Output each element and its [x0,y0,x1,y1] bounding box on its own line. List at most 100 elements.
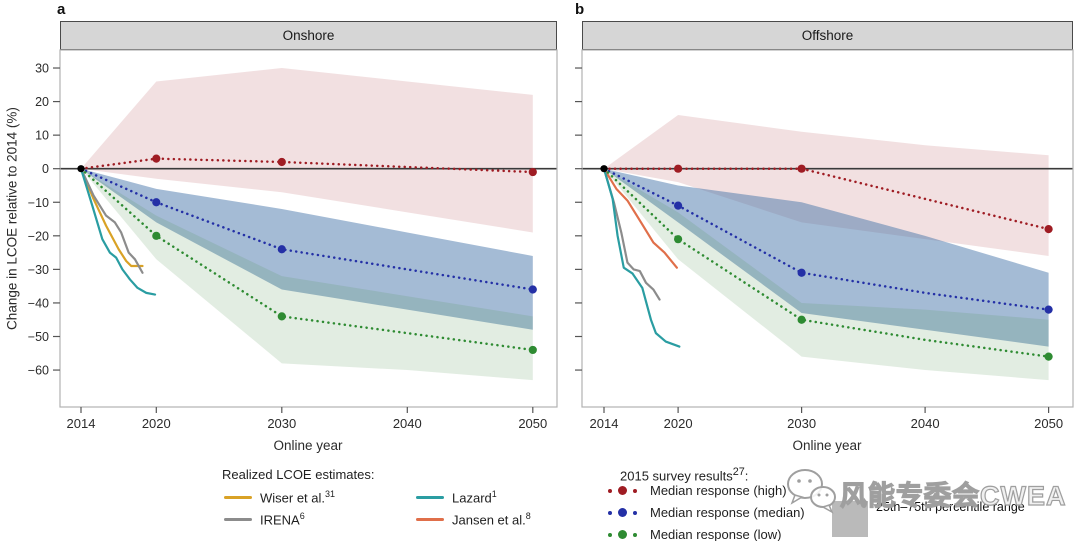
marker-Median response (median)-2020 [152,198,161,207]
x-tick-label: 2040 [911,416,940,431]
marker-Median response (high)-2030 [797,164,806,173]
legend-item-median-high: Median response (high) [602,483,787,498]
legend-label-lazard: Lazard1 [452,489,497,505]
x-axis-title-a: Online year [273,438,343,453]
legend-realized-title: Realized LCOE estimates: [222,467,375,482]
panel-b-title: Offshore [801,28,854,43]
jansen-label-sup: 8 [525,511,531,521]
jansen-line-swatch [416,518,444,521]
median-low-dotted-swatch [602,530,642,539]
marker-Median response (high)-2050 [1044,225,1053,234]
band-Median response (low) [81,168,533,381]
marker-2014-baseline [600,165,608,173]
panel-b-header: Offshore [582,21,1073,50]
wiser-label-sup: 31 [325,489,336,499]
band-Median response (high) [81,68,533,233]
x-axis-title-b: Online year [792,438,862,453]
y-tick-label: −60 [28,364,49,378]
survey-line-Median response (low) [79,167,535,352]
realized-line-Lazard [79,167,157,296]
marker-Median response (high)-2050 [528,167,537,177]
band-Median response (high) [604,115,1049,256]
realized-line-Wiser et al. [79,167,144,268]
marker-Median response (high)-2030 [277,157,286,167]
x-tick-label: 2014 [590,416,619,431]
survey-title-sup: 27 [732,466,745,478]
y-tick-label: −40 [28,296,49,310]
marker-Median response (median)-2050 [1044,305,1053,314]
legend-label-median-median: Median response (median) [650,505,805,520]
y-tick-label: 20 [35,95,49,109]
median-high-dotted-swatch [602,486,642,495]
median-median-dotted-swatch [602,508,642,517]
percentile-range-label: 25th–75th percentile range [876,500,1025,514]
marker-Median response (median)-2030 [797,268,806,277]
x-tick-label: 2040 [393,416,422,431]
x-tick-label: 2030 [267,416,296,431]
legend-label-wiser: Wiser et al.31 [260,489,335,505]
plot-frame [59,49,558,408]
panel-offshore: 2014 2020 2030 2040 2050 [575,49,1074,431]
irena-line-swatch [224,518,252,521]
marker-Median response (high)-2020 [674,164,683,173]
marker-Median response (high)-2020 [152,154,161,163]
plot-frame [581,49,1074,408]
legend-item-wiser: Wiser et al.31 [224,489,335,505]
legend-item-median-low: Median response (low) [602,527,782,541]
legend-survey-title: 2015 survey results27: [620,466,748,483]
watermark-text: 风能专委会CWEA [839,480,1067,511]
jansen-label-text: Jansen et al. [452,512,526,528]
percentile-range-swatch [832,501,868,537]
survey-title-text: 2015 survey results [620,468,733,484]
legend-item-jansen: Jansen et al.8 [416,511,531,527]
realized-line-IRENA [602,167,661,301]
panel-b-letter: b [575,1,585,18]
marker-Median response (median)-2030 [277,245,286,254]
y-tick-label: −30 [28,263,49,277]
irena-label-sup: 6 [299,511,305,521]
legend-label-median-low: Median response (low) [650,527,782,541]
panel-onshore: 30 20 10 0 −10 −20 −30 −40 −50 −60 2014 2020 2030 204… [28,49,558,431]
marker-Median response (low)-2020 [674,235,683,244]
band-Median response (median) [81,168,533,330]
y-tick-label: 0 [42,162,49,176]
marker-Median response (median)-2050 [528,285,537,294]
wechat-icon [787,469,836,514]
legend-label-median-high: Median response (high) [650,483,787,498]
survey-line-Median response (median) [79,167,535,291]
realized-line-Jansen et al. [602,167,678,269]
realized-line-IRENA [79,167,144,274]
lazard-line-swatch [416,496,444,499]
wiser-label-text: Wiser et al. [260,490,326,506]
panel-a-title: Onshore [282,28,335,43]
y-tick-label: −50 [28,330,49,344]
panel-a-letter: a [57,1,66,18]
band-Median response (low) [604,168,1049,381]
irena-label-text: IRENA [260,512,300,528]
marker-Median response (low)-2020 [152,231,161,240]
legend-item-median-median: Median response (median) [602,505,805,520]
marker-Median response (low)-2050 [1044,352,1053,361]
legend-item-lazard: Lazard1 [416,489,497,505]
band-Median response (median) [604,168,1049,347]
x-tick-label: 2020 [142,416,171,431]
x-tick-label: 2030 [787,416,816,431]
x-tick-label: 2020 [664,416,693,431]
legend-label-jansen: Jansen et al.8 [452,511,531,527]
marker-Median response (median)-2020 [674,201,683,210]
x-tick-label: 2050 [1034,416,1063,431]
survey-line-Median response (median) [602,167,1050,311]
y-tick-label: 30 [35,62,49,76]
legend-label-irena: IRENA6 [260,511,305,527]
survey-title-colon: : [744,468,749,484]
marker-Median response (low)-2050 [528,345,537,355]
marker-Median response (low)-2030 [277,312,286,321]
survey-line-Median response (high) [79,157,535,174]
lazard-label-text: Lazard [452,490,492,506]
y-tick-label: 10 [35,129,49,143]
marker-Median response (low)-2030 [797,315,806,324]
legend-item-irena: IRENA6 [224,511,305,527]
marker-2014-baseline [77,165,85,173]
